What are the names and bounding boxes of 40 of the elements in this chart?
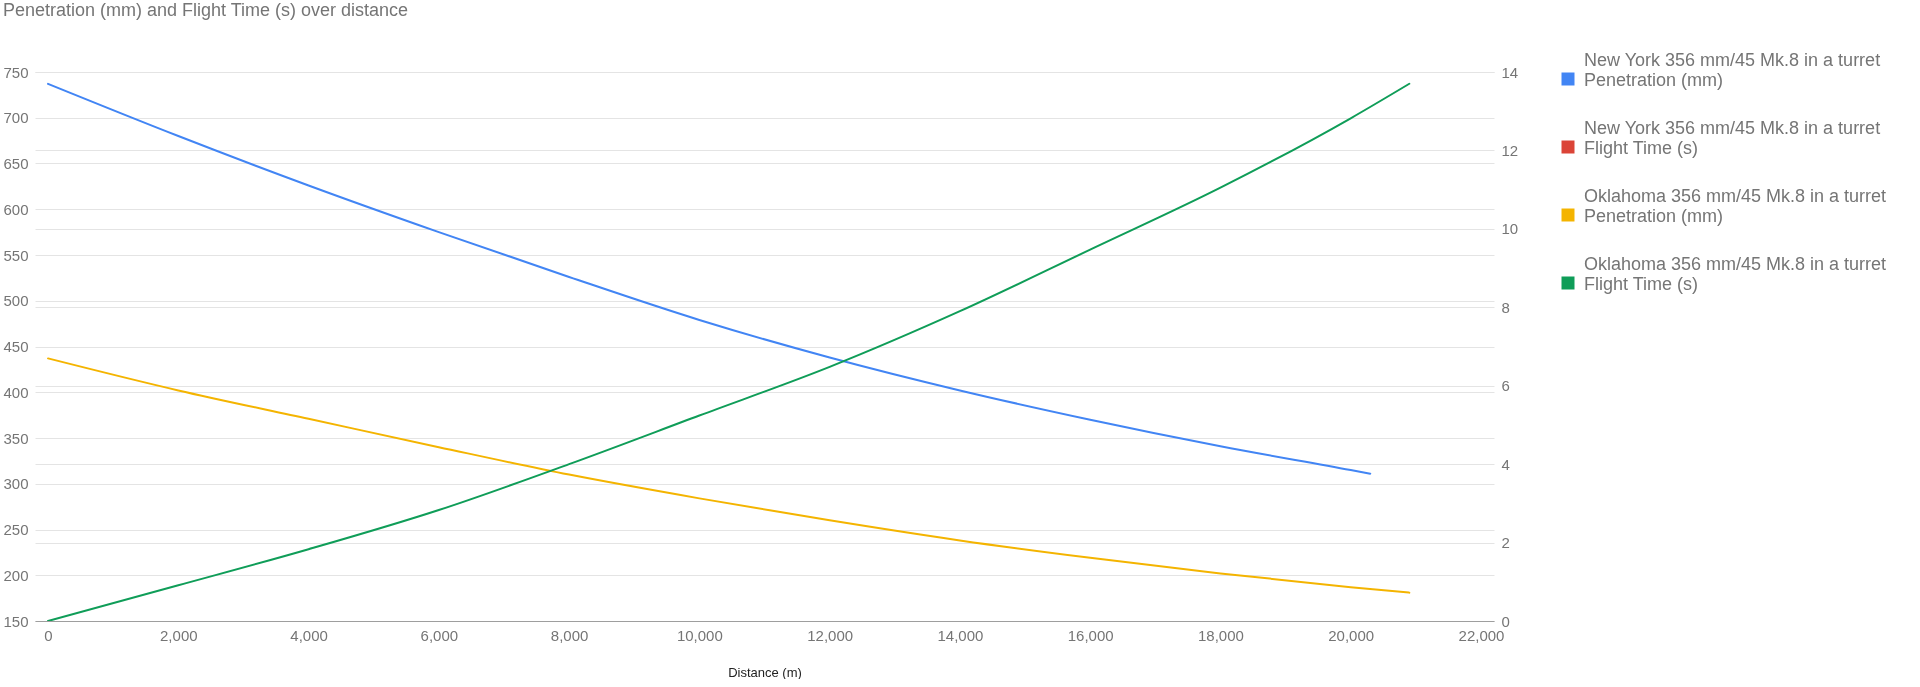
legend-label: Oklahoma 356 mm/45 Mk.8 in a turret Flight Time (s) bbox=[1584, 254, 1887, 294]
line-series bbox=[47, 82, 1411, 621]
y2-tick-label: 8 bbox=[1501, 298, 1510, 316]
y-tick-label: 250 bbox=[3, 521, 29, 538]
x-tick-label: 10,000 bbox=[676, 626, 723, 644]
y-tick-label: 550 bbox=[3, 246, 29, 264]
x-tick-label: 16,000 bbox=[1067, 626, 1114, 644]
y2-tick-label: 14 bbox=[1501, 63, 1519, 81]
y-tick-label: 500 bbox=[3, 292, 29, 310]
x-tick-label: 2,000 bbox=[160, 626, 198, 644]
y-tick-label: 750 bbox=[3, 63, 29, 81]
legend-label: New York 356 mm/45 Mk.8 in a turret Flight Time (s) bbox=[1584, 118, 1881, 158]
y2-tick-label: 6 bbox=[1501, 377, 1510, 395]
y2-tick-label: 4 bbox=[1501, 455, 1510, 473]
chart-title: Penetration (mm) and Flight Time (s) over distance bbox=[2, 0, 409, 20]
y2-tick-label: 2 bbox=[1501, 534, 1510, 552]
y2-tick-label: 10 bbox=[1501, 220, 1519, 238]
y-tick-label: 600 bbox=[3, 200, 29, 218]
x-tick-label: 0 bbox=[44, 626, 53, 644]
x-tick-label: 18,000 bbox=[1197, 626, 1244, 644]
y-tick-label: 200 bbox=[3, 566, 29, 584]
line-series bbox=[47, 82, 1372, 475]
y-tick-label: 350 bbox=[3, 429, 29, 447]
line-series bbox=[47, 357, 1411, 594]
legend-label: New York 356 mm/45 Mk.8 in a turret Penetration (mm) bbox=[1584, 50, 1881, 90]
y2-tick-label: 12 bbox=[1501, 141, 1519, 159]
y-tick-label: 650 bbox=[3, 155, 29, 172]
x-axis-title: Distance (m) bbox=[728, 664, 802, 680]
y-tick-label: 300 bbox=[3, 475, 29, 493]
y-tick-label: 450 bbox=[3, 338, 29, 355]
y-tick-label: 400 bbox=[3, 383, 29, 401]
legend-label: Oklahoma 356 mm/45 Mk.8 in a turret Penetration (mm) bbox=[1584, 186, 1887, 226]
x-tick-label: 8,000 bbox=[550, 626, 589, 644]
x-tick-label: 14,000 bbox=[937, 626, 984, 644]
x-tick-label: 20,000 bbox=[1328, 626, 1375, 644]
x-tick-label: 4,000 bbox=[290, 626, 328, 644]
x-tick-label: 12,000 bbox=[807, 626, 854, 644]
y-tick-label: 700 bbox=[3, 109, 29, 127]
x-tick-label: 6,000 bbox=[420, 626, 459, 644]
y-tick-label: 150 bbox=[3, 612, 29, 630]
